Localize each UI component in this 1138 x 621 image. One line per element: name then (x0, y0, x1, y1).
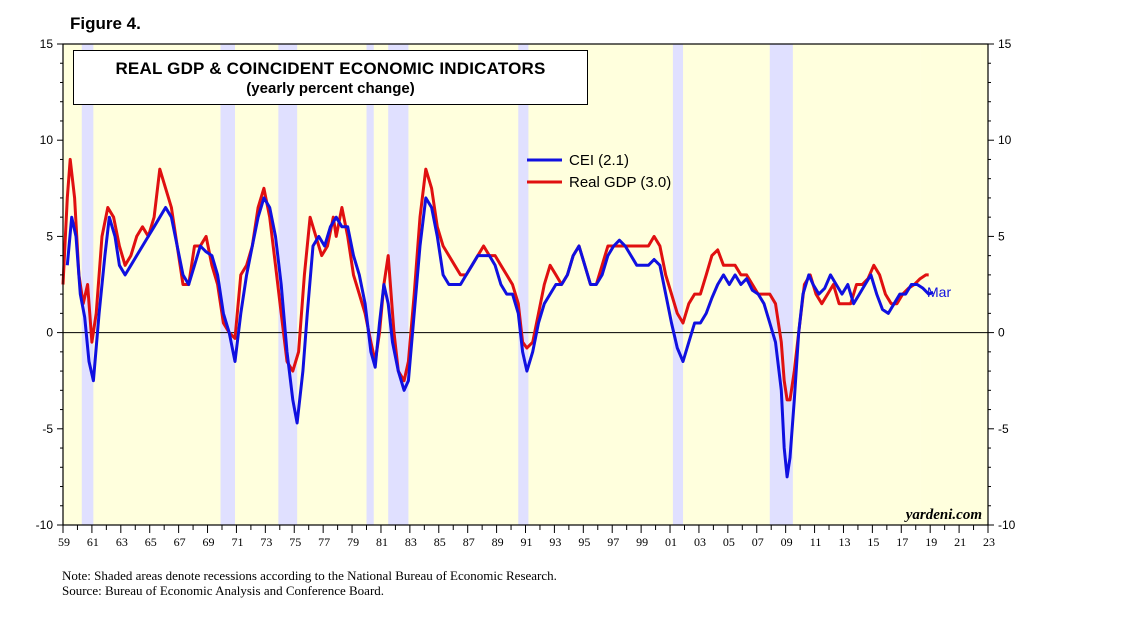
y-tick-label-right: 10 (998, 133, 1012, 147)
recession-band (769, 44, 793, 525)
x-tick-label: 09 (781, 535, 793, 549)
x-tick-label: 99 (636, 535, 648, 549)
recession-band (366, 44, 374, 525)
x-tick-label: 61 (87, 535, 99, 549)
recession-band (672, 44, 684, 525)
plot-area-extension (920, 44, 988, 525)
note-text: Note: Shaded areas denote recessions acc… (62, 568, 557, 583)
chart-subtitle: (yearly percent change) (246, 80, 415, 97)
source-text: Source: Bureau of Economic Analysis and … (62, 583, 385, 598)
recession-band (220, 44, 235, 525)
x-tick-label: 07 (752, 535, 764, 549)
y-tick-label-right: -10 (998, 518, 1016, 532)
y-tick-label-right: -5 (998, 422, 1009, 436)
footnotes: Note: Shaded areas denote recessions acc… (62, 568, 557, 598)
x-tick-label: 23 (983, 535, 995, 549)
series-line-gdp (61, 157, 929, 402)
x-tick-label: 97 (607, 535, 619, 549)
recession-band (388, 44, 409, 525)
y-tick-label-right: 5 (998, 229, 1005, 243)
x-tick-label: 03 (694, 535, 706, 549)
source-mark: yardeni.com (904, 507, 982, 523)
x-tick-label: 81 (376, 535, 388, 549)
x-tick-label: 91 (521, 535, 533, 549)
x-tick-label: 17 (896, 535, 908, 549)
legend: CEI (2.1) Real GDP (3.0) (527, 152, 671, 191)
y-tick-label-right: 0 (998, 326, 1005, 340)
y-tick-label-left: -5 (42, 422, 53, 436)
recession-band (518, 44, 529, 525)
x-tick-label: 71 (231, 535, 243, 549)
x-tick-label: 11 (810, 535, 822, 549)
x-tick-label: 77 (318, 535, 330, 549)
axes: 15 15 10 10 5 5 0 0 -5 -5 -10 -10 59 61 63 65 67 69 71 73 75… (36, 37, 1016, 549)
series-line-cei (65, 196, 934, 479)
x-tick-label: 73 (260, 535, 272, 549)
chart-title-box: REAL GDP & COINCIDENT ECONOMIC INDICATOR… (73, 50, 588, 105)
legend-label-gdp: Real GDP (3.0) (569, 174, 671, 191)
x-tick-label: 79 (347, 535, 359, 549)
x-tick-label: 13 (838, 535, 850, 549)
y-tick-label-left: -10 (36, 518, 54, 532)
x-tick-label: 15 (867, 535, 879, 549)
figure-label: Figure 4. (70, 14, 141, 33)
chart-title: REAL GDP & COINCIDENT ECONOMIC INDICATOR… (115, 59, 546, 78)
y-tick-label-left: 15 (40, 37, 54, 51)
x-tick-label: 87 (463, 535, 475, 549)
x-tick-label: 05 (723, 535, 735, 549)
x-tick-label: 85 (434, 535, 446, 549)
series-lines (61, 157, 934, 479)
x-tick-label: 95 (578, 535, 590, 549)
y-tick-label-left: 10 (40, 133, 54, 147)
x-tick-label: 89 (492, 535, 504, 549)
y-tick-label-left: 0 (46, 326, 53, 340)
cei-end-label: Mar (927, 284, 951, 300)
x-tick-label: 01 (665, 535, 677, 549)
x-tick-label: 21 (954, 535, 966, 549)
x-tick-label: 75 (289, 535, 301, 549)
legend-label-cei: CEI (2.1) (569, 152, 629, 169)
y-tick-label-right: 15 (998, 37, 1012, 51)
x-tick-label: 69 (203, 535, 215, 549)
x-tick-label: 19 (925, 535, 937, 549)
y-tick-label-left: 5 (46, 229, 53, 243)
x-tick-label: 65 (145, 535, 157, 549)
x-tick-label: 59 (58, 535, 70, 549)
x-tick-label: 67 (174, 535, 186, 549)
x-tick-label: 83 (405, 535, 417, 549)
x-tick-label: 63 (116, 535, 128, 549)
x-tick-label: 93 (549, 535, 561, 549)
